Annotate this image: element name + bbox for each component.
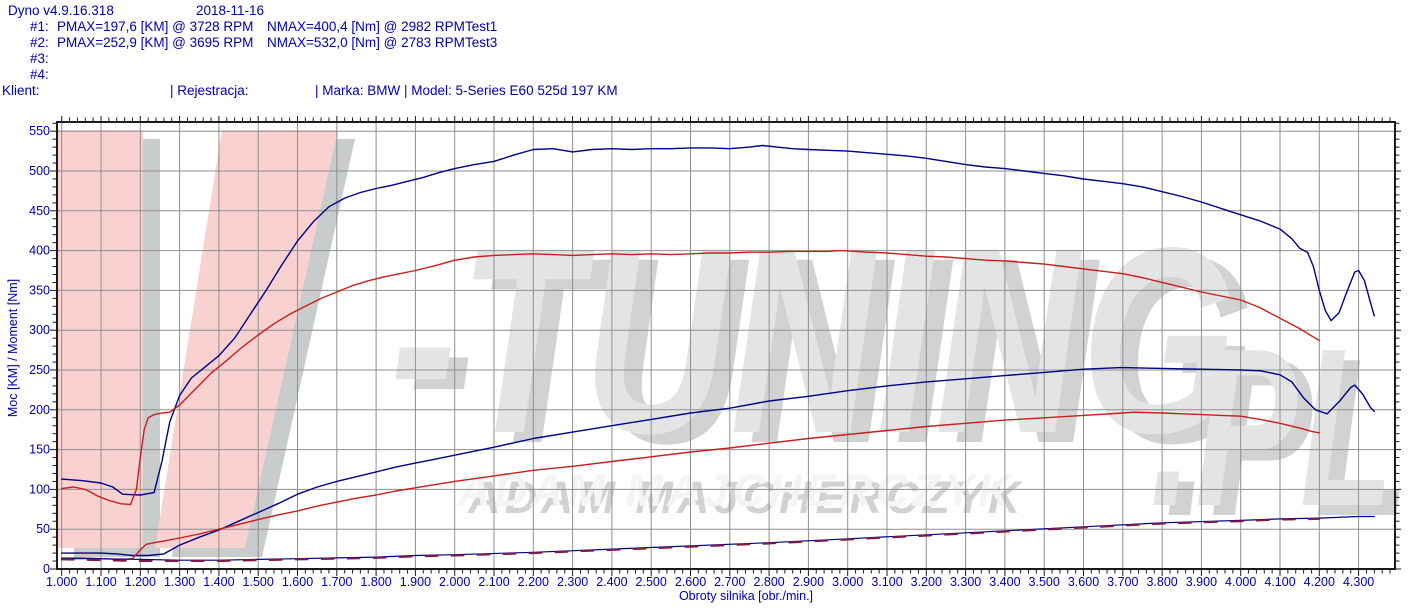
x-tick-label: 2.800 <box>753 575 784 589</box>
x-tick-label: 2.400 <box>596 575 627 589</box>
x-tick-label: 3.100 <box>871 575 902 589</box>
x-tick-label: 1.300 <box>164 575 195 589</box>
x-tick-label: 2.300 <box>557 575 588 589</box>
run2-test-name: Test3 <box>465 35 498 50</box>
x-tick-label: 3.400 <box>989 575 1020 589</box>
series-moment-test1 <box>61 249 1321 506</box>
y-tick-label: 50 <box>36 522 50 536</box>
x-tick-label: 3.300 <box>950 575 981 589</box>
x-tick-label: 4.100 <box>1264 575 1295 589</box>
y-tick-label: 150 <box>29 443 50 457</box>
x-tick-label: 1.100 <box>85 575 116 589</box>
y-axis-title: Moc [KM] / Moment [Nm] <box>6 279 20 417</box>
run2-nmax: NMAX=532,0 [Nm] @ 2783 RPM <box>267 35 465 50</box>
x-tick-label: 3.200 <box>911 575 942 589</box>
watermark-owner-shadow: ADAM MAJCHERCZYK <box>467 472 1025 523</box>
x-tick-label: 3.900 <box>1186 575 1217 589</box>
x-tick-label: 1.200 <box>125 575 156 589</box>
run2-pmax: PMAX=252,9 [KM] @ 3695 RPM <box>57 35 254 50</box>
y-tick-label: 250 <box>29 363 50 377</box>
series-moc-test1 <box>61 411 1321 561</box>
run3-id: #3: <box>30 51 49 66</box>
vehicle-info: | Marka: BMW | Model: 5-Series E60 525d … <box>315 83 618 98</box>
app-version: Dyno v4.9.16.318 <box>8 3 114 18</box>
x-tick-label: 4.000 <box>1225 575 1256 589</box>
y-tick-label: 500 <box>29 164 50 178</box>
x-tick-label: 3.600 <box>1068 575 1099 589</box>
x-tick-label: 1.400 <box>203 575 234 589</box>
x-tick-label: 1.900 <box>400 575 431 589</box>
y-tick-label: 450 <box>29 204 50 218</box>
x-tick-label: 2.000 <box>439 575 470 589</box>
y-tick-label: 350 <box>29 283 50 297</box>
plot-border-and-ticks <box>50 116 1401 576</box>
y-tick-label: 0 <box>43 562 50 576</box>
series-aux-red-dashed <box>60 517 1321 562</box>
axis-labels: 1.000 1.100 1.200 1.300 1.400 1.500 1.600 1.700… <box>6 124 1374 603</box>
x-tick-label: 3.700 <box>1107 575 1138 589</box>
y-tick-label: 400 <box>29 244 50 258</box>
run1-id: #1: <box>30 19 49 34</box>
run2-id: #2: <box>30 35 49 50</box>
series-moc-test3 <box>61 366 1376 557</box>
y-tick-label: 200 <box>29 403 50 417</box>
x-tick-label: 2.100 <box>478 575 509 589</box>
watermark-suffix: .PL <box>1150 302 1396 553</box>
x-tick-label: 3.000 <box>832 575 863 589</box>
run1-test-name: Test1 <box>465 19 498 34</box>
y-tick-label: 100 <box>29 482 50 496</box>
x-tick-label: 2.600 <box>675 575 706 589</box>
x-tick-label: 4.200 <box>1304 575 1335 589</box>
x-tick-label: 2.500 <box>636 575 667 589</box>
watermark-brand: -TUNING <box>390 192 1239 488</box>
registration-label: | Rejestracja: <box>170 83 249 98</box>
y-tick-label: 300 <box>29 323 50 337</box>
series-moment-test3 <box>61 144 1376 496</box>
gridlines <box>57 122 1395 569</box>
watermark-owner: ADAM MAJCHERCZYK <box>457 465 1015 516</box>
run1-pmax: PMAX=197,6 [KM] @ 3728 RPM <box>57 19 254 34</box>
x-tick-label: 2.900 <box>793 575 824 589</box>
run1-nmax: NMAX=400,4 [Nm] @ 2982 RPM <box>267 19 465 34</box>
client-label: Klient: <box>2 83 40 98</box>
x-tick-label: 3.500 <box>1029 575 1060 589</box>
x-axis-title: Obroty silnika [obr./min.] <box>679 589 813 603</box>
x-tick-label: 1.800 <box>360 575 391 589</box>
x-tick-label: 1.600 <box>282 575 313 589</box>
x-tick-label: 2.700 <box>714 575 745 589</box>
x-tick-label: 2.200 <box>518 575 549 589</box>
x-tick-label: 4.300 <box>1343 575 1374 589</box>
x-tick-label: 1.000 <box>46 575 77 589</box>
x-tick-label: 1.500 <box>243 575 274 589</box>
y-tick-label: 550 <box>29 124 50 138</box>
x-tick-label: 1.700 <box>321 575 352 589</box>
x-tick-label: 3.800 <box>1146 575 1177 589</box>
test-date: 2018-11-16 <box>196 3 265 18</box>
run4-id: #4: <box>30 67 49 82</box>
